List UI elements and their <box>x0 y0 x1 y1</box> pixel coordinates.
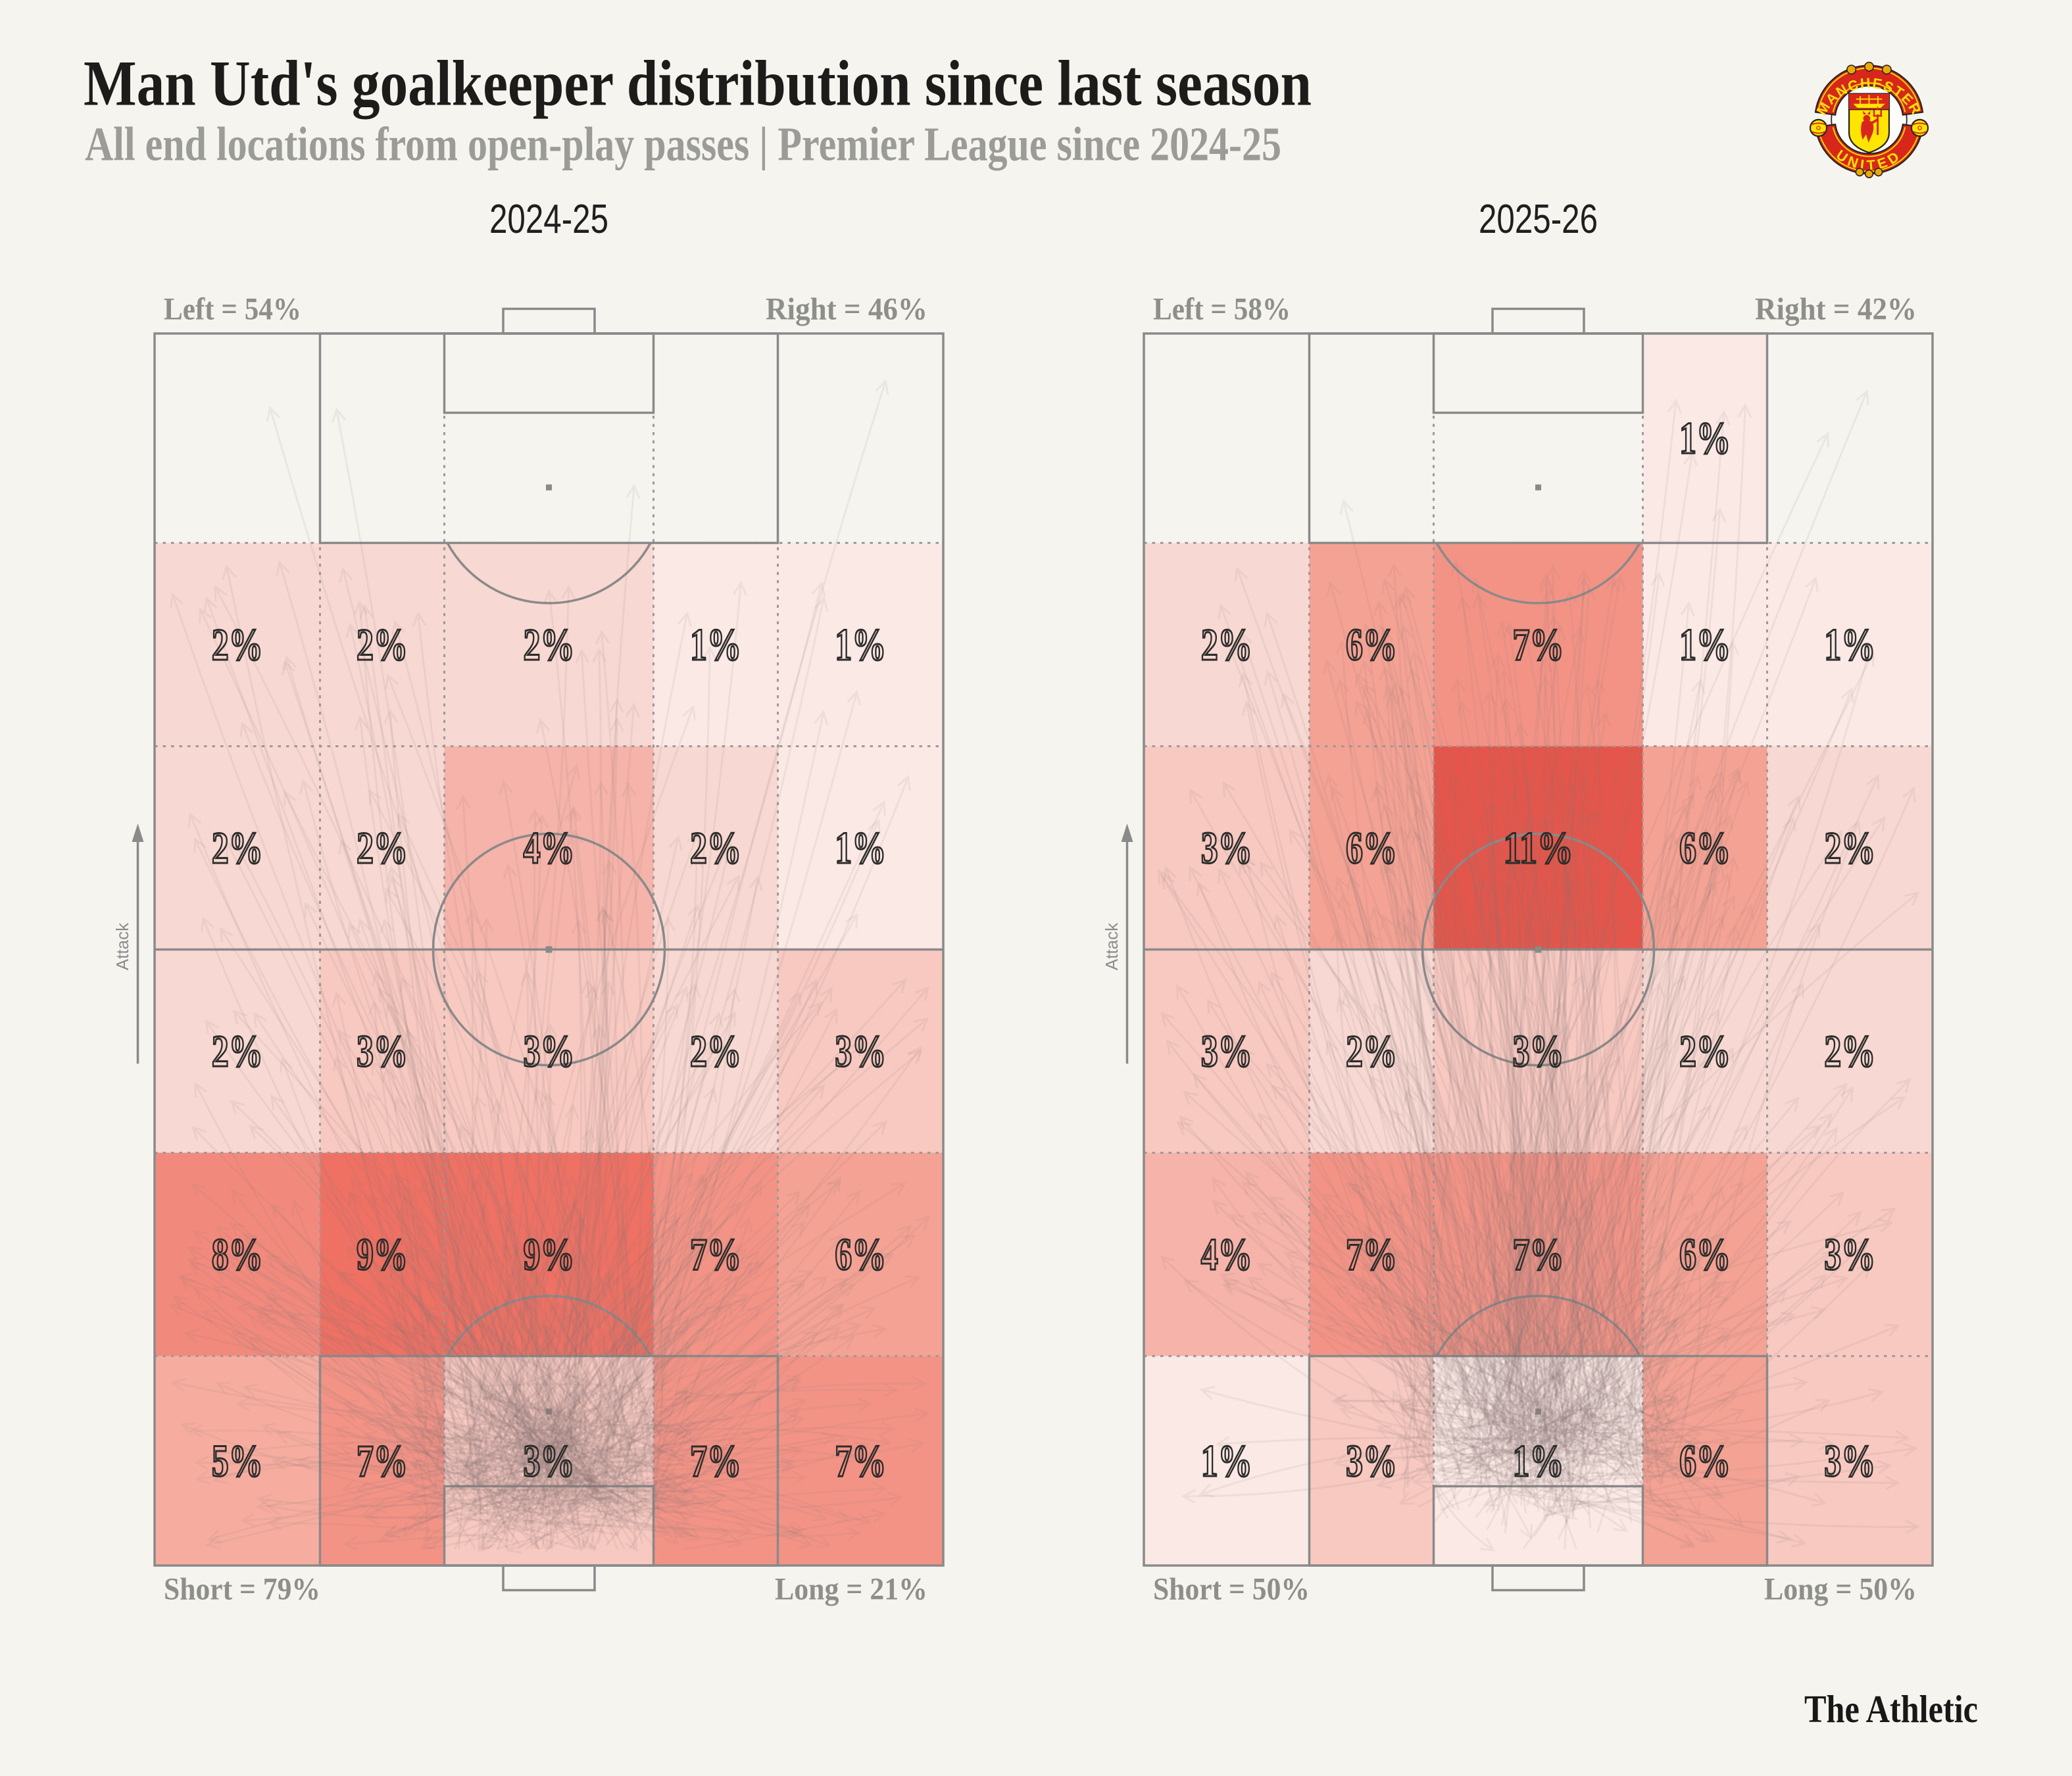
svg-text:2%: 2% <box>357 620 408 670</box>
svg-text:2%: 2% <box>212 1026 263 1076</box>
svg-text:7%: 7% <box>357 1436 408 1486</box>
svg-text:7%: 7% <box>835 1436 886 1486</box>
svg-text:9%: 9% <box>357 1229 408 1279</box>
svg-text:1%: 1% <box>1824 620 1875 670</box>
svg-text:6%: 6% <box>1679 1436 1731 1486</box>
svg-text:Left = 54%: Left = 54% <box>164 292 301 327</box>
svg-text:3%: 3% <box>1513 1026 1564 1076</box>
svg-text:7%: 7% <box>690 1229 741 1279</box>
svg-text:11%: 11% <box>1504 823 1573 873</box>
svg-text:Right = 42%: Right = 42% <box>1755 292 1917 327</box>
svg-text:3%: 3% <box>1824 1229 1875 1279</box>
svg-text:Attack: Attack <box>112 922 132 970</box>
svg-text:2025-26: 2025-26 <box>1479 197 1598 242</box>
svg-text:3%: 3% <box>1824 1436 1875 1486</box>
svg-text:All end locations from open-pl: All end locations from open-play passes … <box>85 118 1281 171</box>
svg-text:6%: 6% <box>1346 620 1397 670</box>
svg-text:7%: 7% <box>1346 1229 1397 1279</box>
svg-text:4%: 4% <box>524 823 575 873</box>
svg-text:3%: 3% <box>524 1026 575 1076</box>
svg-text:2%: 2% <box>690 823 741 873</box>
svg-text:6%: 6% <box>1679 1229 1731 1279</box>
svg-text:1%: 1% <box>835 620 886 670</box>
svg-text:1%: 1% <box>690 620 741 670</box>
svg-text:3%: 3% <box>1201 1026 1252 1076</box>
svg-text:1%: 1% <box>1201 1436 1252 1486</box>
svg-text:2%: 2% <box>690 1026 741 1076</box>
svg-text:Attack: Attack <box>1102 922 1122 970</box>
svg-text:2%: 2% <box>524 620 575 670</box>
svg-text:1%: 1% <box>1513 1436 1564 1486</box>
svg-text:2%: 2% <box>1824 823 1875 873</box>
svg-text:3%: 3% <box>835 1026 886 1076</box>
svg-text:2%: 2% <box>1201 620 1252 670</box>
svg-text:3%: 3% <box>357 1026 408 1076</box>
svg-text:2%: 2% <box>1346 1026 1397 1076</box>
svg-text:Right = 46%: Right = 46% <box>766 292 927 327</box>
svg-text:1%: 1% <box>1679 413 1731 463</box>
svg-text:4%: 4% <box>1201 1229 1252 1279</box>
svg-text:6%: 6% <box>835 1229 886 1279</box>
svg-text:Long = 50%: Long = 50% <box>1764 1572 1917 1607</box>
svg-text:2%: 2% <box>1824 1026 1875 1076</box>
svg-text:2%: 2% <box>357 823 408 873</box>
svg-text:Long = 21%: Long = 21% <box>775 1572 927 1607</box>
svg-text:3%: 3% <box>524 1436 575 1486</box>
svg-text:7%: 7% <box>1513 1229 1564 1279</box>
svg-text:3%: 3% <box>1201 823 1252 873</box>
svg-text:7%: 7% <box>690 1436 741 1486</box>
svg-text:1%: 1% <box>1679 620 1731 670</box>
svg-text:Left = 58%: Left = 58% <box>1153 292 1291 327</box>
svg-text:1%: 1% <box>835 823 886 873</box>
svg-text:The Athletic: The Athletic <box>1804 1687 1978 1731</box>
svg-text:3%: 3% <box>1346 1436 1397 1486</box>
svg-text:5%: 5% <box>212 1436 263 1486</box>
svg-text:2%: 2% <box>212 620 263 670</box>
svg-text:9%: 9% <box>524 1229 575 1279</box>
svg-text:2%: 2% <box>212 823 263 873</box>
svg-text:6%: 6% <box>1679 823 1731 873</box>
svg-text:Man Utd's goalkeeper distribut: Man Utd's goalkeeper distribution since … <box>84 48 1312 120</box>
svg-text:2%: 2% <box>1679 1026 1731 1076</box>
svg-text:6%: 6% <box>1346 823 1397 873</box>
svg-text:8%: 8% <box>212 1229 263 1279</box>
svg-text:Short = 50%: Short = 50% <box>1153 1572 1310 1607</box>
svg-text:Short = 79%: Short = 79% <box>164 1572 320 1607</box>
svg-text:7%: 7% <box>1513 620 1564 670</box>
svg-text:2024-25: 2024-25 <box>489 197 608 242</box>
